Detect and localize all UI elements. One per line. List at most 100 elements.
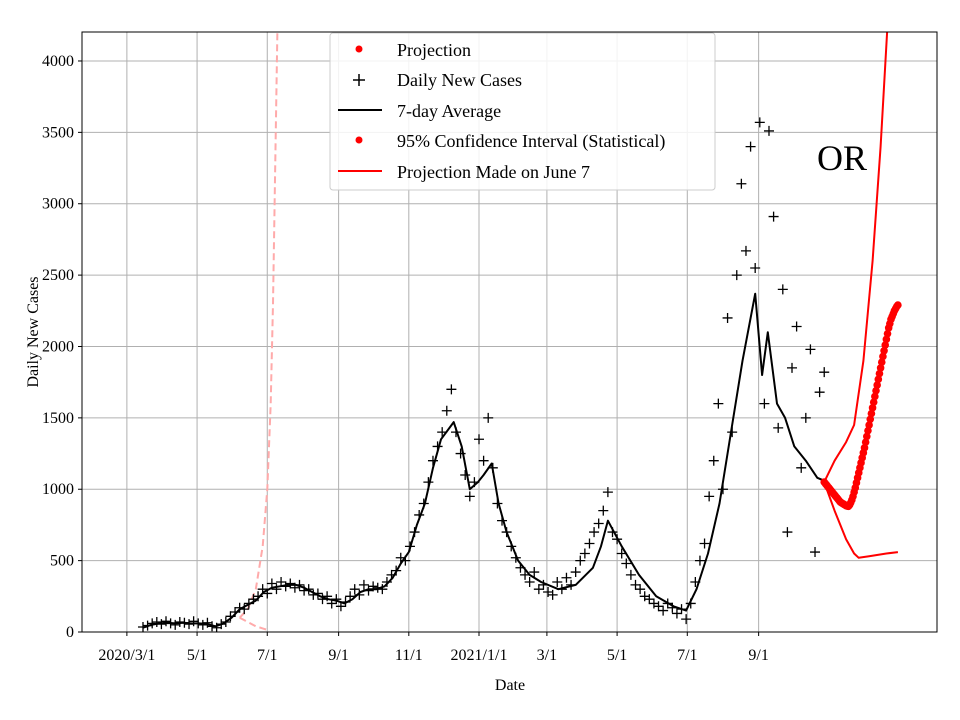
daily-case-point — [188, 616, 199, 627]
projection-point — [860, 444, 869, 452]
legend-label: 95% Confidence Interval (Statistical) — [397, 131, 665, 152]
projection-point — [863, 432, 871, 441]
daily-case-point — [777, 284, 788, 295]
daily-case-point — [759, 398, 770, 409]
daily-case-point — [708, 455, 719, 466]
daily-case-point — [547, 589, 558, 600]
projection-point — [861, 438, 870, 446]
legend-box — [329, 32, 716, 191]
daily-case-point — [681, 614, 692, 625]
projection-point — [868, 404, 877, 412]
daily-case-point — [460, 469, 471, 480]
y-tick-label: 2000 — [42, 338, 74, 355]
daily-case-point — [694, 555, 705, 566]
daily-case-point — [478, 455, 489, 466]
projection-point — [876, 364, 885, 372]
daily-case-point — [570, 567, 581, 578]
y-tick-label: 4000 — [42, 53, 74, 70]
daily-case-point — [151, 617, 162, 628]
daily-case-point — [593, 518, 604, 529]
daily-case-point — [768, 211, 779, 222]
projection-point — [879, 352, 887, 361]
x-tick-label: 5/1 — [607, 647, 627, 664]
projection-point — [894, 301, 902, 309]
daily-case-point — [579, 548, 590, 559]
legend-dot-icon — [355, 136, 363, 144]
daily-case-point — [763, 125, 774, 136]
projection-point — [875, 369, 884, 378]
daily-case-point — [552, 577, 563, 588]
daily-case-point — [589, 527, 600, 538]
daily-case-point — [745, 141, 756, 152]
projection-point — [871, 392, 879, 401]
daily-case-point — [810, 547, 821, 558]
legend-label: Projection — [397, 40, 471, 60]
daily-case-point — [658, 605, 669, 616]
x-tick-label: 7/1 — [677, 647, 697, 664]
y-tick-label: 1500 — [42, 410, 74, 427]
y-tick-label: 3000 — [42, 196, 74, 213]
daily-case-point — [800, 412, 811, 423]
legend-label: Projection Made on June 7 — [397, 162, 590, 182]
daily-case-point — [750, 262, 761, 273]
daily-case-point — [358, 579, 369, 590]
plot-marks — [137, 32, 902, 632]
x-axis-ticks: 2020/3/1 5/1 7/1 9/1 11/1 2021/1/1 3/1 5/1 7/1 9/… — [98, 632, 769, 664]
projection-point — [877, 358, 886, 366]
y-tick-label: 2500 — [42, 267, 74, 284]
projection-point — [874, 375, 883, 384]
daily-case-point — [736, 178, 747, 189]
daily-case-point — [671, 608, 682, 619]
daily-case-point — [796, 462, 807, 473]
projection-point — [865, 421, 873, 429]
daily-case-point — [441, 405, 452, 416]
daily-case-point — [699, 538, 710, 549]
y-tick-label: 3500 — [42, 124, 74, 141]
daily-case-point — [285, 578, 296, 589]
or-annotation: OR — [817, 138, 867, 178]
projection-point — [873, 381, 881, 389]
june7-projection-upper-line — [238, 32, 279, 619]
daily-case-point — [713, 398, 724, 409]
daily-case-point — [524, 577, 535, 588]
daily-case-point — [381, 577, 392, 588]
ci-upper-line — [823, 32, 889, 483]
projection-point — [866, 415, 875, 424]
seven-day-average-line — [142, 292, 825, 629]
june7-projection-lower-line — [239, 616, 268, 631]
x-axis-label: Date — [495, 677, 525, 694]
daily-case-point — [773, 422, 784, 433]
daily-case-point — [644, 594, 655, 605]
daily-case-point — [533, 584, 544, 595]
x-tick-label: 7/1 — [257, 647, 277, 664]
daily-case-point — [754, 117, 765, 128]
daily-case-point — [602, 487, 613, 498]
y-tick-label: 0 — [66, 624, 74, 641]
daily-case-point — [464, 491, 475, 502]
daily-case-point — [483, 412, 494, 423]
projection-point — [872, 386, 880, 395]
daily-case-point — [621, 558, 632, 569]
daily-case-point — [446, 384, 457, 395]
x-tick-label: 11/1 — [395, 647, 423, 664]
x-tick-label: 9/1 — [748, 647, 768, 664]
x-tick-label: 5/1 — [187, 647, 207, 664]
y-axis-label: Daily New Cases — [25, 276, 42, 387]
y-axis-ticks: 0 500 1000 1500 2000 2500 3000 3500 4000 — [42, 53, 82, 641]
x-tick-label: 9/1 — [328, 647, 348, 664]
daily-case-point — [427, 455, 438, 466]
daily-case-point — [740, 245, 751, 256]
daily-case-point — [529, 567, 540, 578]
legend-label: 7-day Average — [397, 101, 501, 121]
daily-case-point — [722, 312, 733, 323]
daily-case-point — [805, 344, 816, 355]
daily-case-point — [253, 591, 264, 602]
daily-case-point — [731, 270, 742, 281]
daily-case-point — [161, 616, 172, 627]
daily-case-point — [791, 321, 802, 332]
legend-plus-icon — [353, 74, 365, 86]
daily-case-point — [349, 584, 360, 595]
legend-dot-icon — [355, 45, 363, 53]
projection-point — [867, 409, 876, 418]
daily-case-point — [630, 579, 641, 590]
